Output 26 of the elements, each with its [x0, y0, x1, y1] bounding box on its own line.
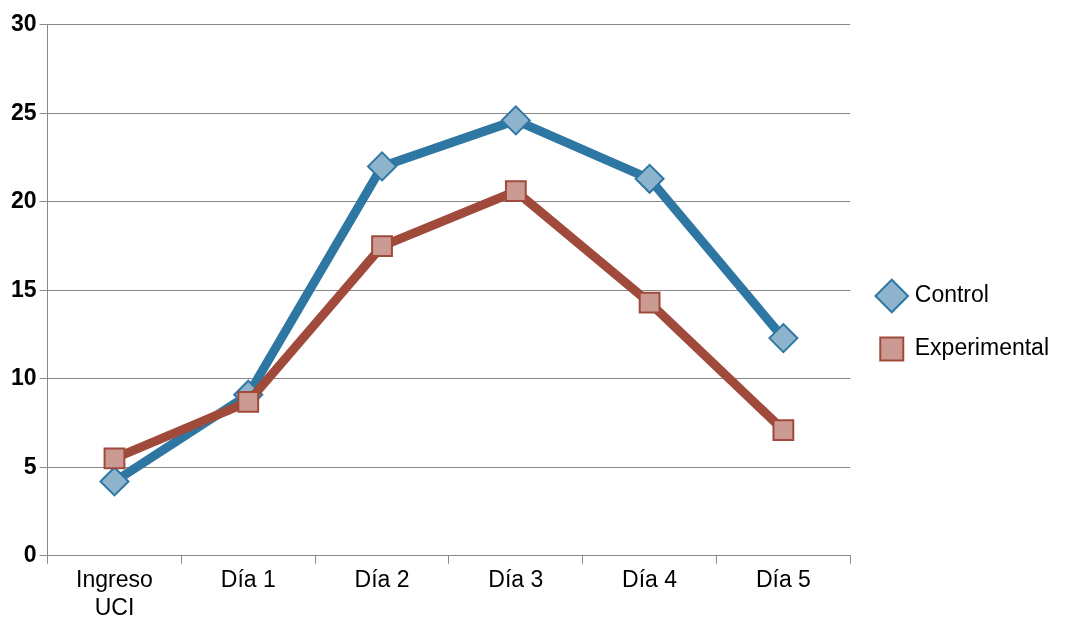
x-tick-label: Día 2 — [354, 565, 410, 592]
x-tick-label: Día 1 — [220, 565, 276, 592]
point — [634, 163, 665, 194]
point — [504, 180, 527, 203]
y-tick-label: 30 — [10, 10, 37, 37]
y-tick-label: 25 — [10, 98, 37, 125]
y-tick-label: 20 — [10, 187, 37, 214]
point — [99, 466, 130, 497]
point — [103, 447, 126, 470]
point — [638, 291, 661, 314]
y-tick-label: 5 — [23, 452, 37, 479]
x-tick-label: Ingreso UCI — [76, 565, 153, 620]
y-tick-label: 0 — [23, 541, 37, 568]
point — [500, 105, 531, 136]
x-tick-label: Día 4 — [622, 565, 678, 592]
point — [772, 419, 795, 442]
legend-label: Experimental — [914, 334, 1050, 361]
legend-label: Control — [914, 281, 989, 308]
point — [768, 323, 799, 354]
x-tick-label: Día 5 — [755, 565, 811, 592]
point — [371, 235, 393, 257]
y-tick-label: 15 — [10, 275, 37, 302]
x-tick-label: Día 3 — [488, 565, 544, 592]
point — [237, 390, 260, 413]
y-tick-label: 10 — [10, 364, 37, 391]
point — [367, 151, 398, 182]
